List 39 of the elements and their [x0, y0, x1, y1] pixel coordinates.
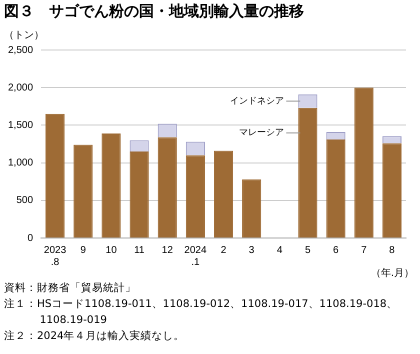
x-tick-label: 2 [220, 244, 227, 256]
y-tick-label: 2,500 [8, 44, 34, 56]
chart-title: 図３ サゴでん粉の国・地域別輸入量の推移 [4, 2, 304, 21]
y-tick-label: 1,500 [8, 120, 34, 131]
series-label: インドネシア [230, 96, 284, 106]
x-tick-label: 3 [248, 244, 255, 256]
x-axis-title: （年.月） [370, 267, 414, 280]
bar [186, 155, 205, 238]
bar [102, 133, 121, 238]
x-tick-label: 10 [106, 244, 118, 256]
bar [298, 108, 318, 238]
y-tick-label: 500 [16, 195, 34, 206]
y-tick-label: 1,000 [8, 158, 34, 169]
y-tick-label: 0 [27, 232, 34, 244]
x-tick-label: 5 [304, 244, 311, 256]
x-tick-label: 2024 .1 [184, 244, 207, 268]
y-axis-title: （トン） [4, 29, 44, 42]
x-tick-label: 12 [162, 244, 174, 256]
bar [46, 114, 65, 238]
x-tick-label: 9 [80, 244, 86, 256]
text: 注２：2024年４月は輸入実績なし。 [4, 329, 186, 344]
bar [74, 144, 93, 238]
text: 注１：HSコード1108.19-011、1108.19-012、1108.19-017、1108.19-018、1108.19-019 [4, 297, 399, 328]
bar [130, 152, 149, 238]
bar [326, 139, 346, 238]
bar [242, 179, 262, 238]
bar [382, 143, 402, 238]
y-tick-label: 2,000 [8, 82, 34, 94]
bar [354, 88, 374, 238]
x-tick-label: 4 [276, 244, 283, 256]
x-tick-label: 2023 .8 [44, 244, 67, 268]
x-tick-label: 7 [361, 244, 368, 256]
bar [158, 137, 177, 238]
x-tick-label: 8 [389, 244, 396, 256]
text: 資料：財務省「貿易統計」 [4, 281, 137, 296]
x-tick-label: 11 [134, 244, 145, 256]
series-label: マレーシア [239, 128, 284, 138]
bar [214, 150, 234, 238]
x-tick-label: 6 [333, 244, 340, 256]
